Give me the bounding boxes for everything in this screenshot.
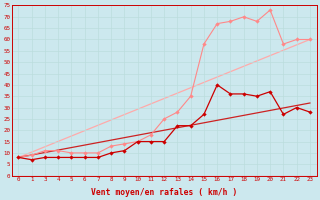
- X-axis label: Vent moyen/en rafales ( km/h ): Vent moyen/en rafales ( km/h ): [91, 188, 237, 197]
